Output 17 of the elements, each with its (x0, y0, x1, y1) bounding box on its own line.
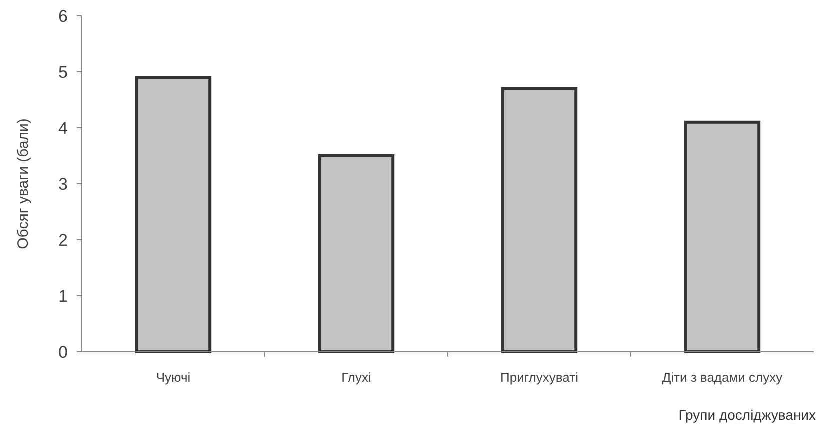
y-tick-label: 0 (58, 342, 68, 362)
x-tick-label: Приглухуваті (500, 370, 579, 385)
y-tick-label: 2 (58, 230, 68, 250)
x-tick-label: Чуючі (156, 370, 191, 385)
x-tick-label: Діти з вадами слуху (662, 370, 784, 385)
bar (501, 87, 578, 354)
x-axis-title: Групи досліджуваних (678, 407, 816, 423)
bar (684, 120, 761, 354)
bar (318, 154, 395, 354)
y-tick-label: 5 (58, 62, 68, 82)
y-tick-label: 4 (58, 118, 68, 138)
y-tick-label: 3 (58, 174, 68, 194)
y-tick-label: 1 (58, 286, 68, 306)
y-axis-title: Обсяг уваги (бали) (15, 118, 32, 250)
bar (135, 76, 212, 354)
x-tick-label: Глухі (342, 370, 372, 385)
y-tick-label: 6 (58, 6, 68, 26)
